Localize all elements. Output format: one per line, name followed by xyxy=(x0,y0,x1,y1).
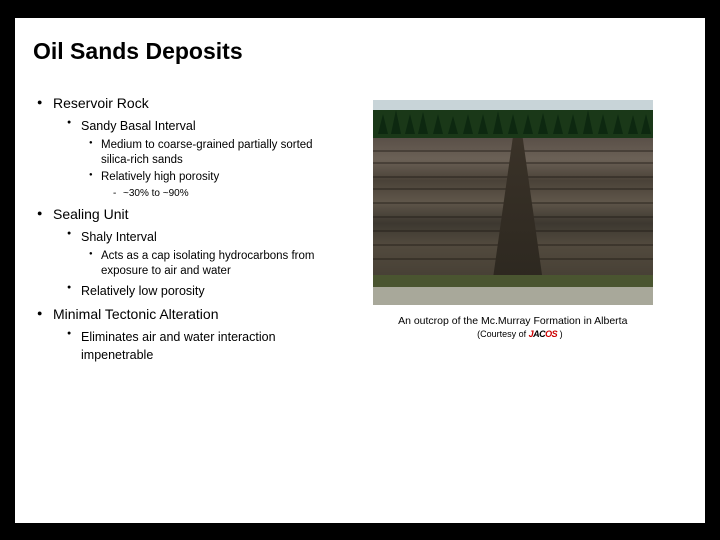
bullet-cap: Acts as a cap isolating hydrocarbons fro… xyxy=(101,249,338,279)
tectonic-label: Minimal Tectonic Alteration xyxy=(53,306,218,322)
porosity-high-text: Relatively high porosity xyxy=(101,171,219,183)
bullet-porosity-high: Relatively high porosity ~30% to ~90% xyxy=(101,170,338,200)
sealing-label: Sealing Unit xyxy=(53,206,129,222)
porosity-low-text: Relatively low porosity xyxy=(81,284,205,298)
eliminates-text: Eliminates air and water interaction imp… xyxy=(81,330,276,362)
bullet-porosity-low: Relatively low porosity xyxy=(81,282,338,300)
bullet-shaly: Shaly Interval Acts as a cap isolating h… xyxy=(81,228,338,279)
logo-ac: AC xyxy=(533,329,545,339)
bullet-eliminates: Eliminates air and water interaction imp… xyxy=(81,328,338,364)
content-area: Reservoir Rock Sandy Basal Interval Medi… xyxy=(33,95,687,370)
sandy-basal-label: Sandy Basal Interval xyxy=(81,119,196,133)
bullet-tectonic: Minimal Tectonic Alteration Eliminates a… xyxy=(53,306,338,364)
photo-courtesy: (Courtesy of JACOS ) xyxy=(353,329,687,339)
courtesy-suffix: ) xyxy=(560,329,563,339)
slide: Oil Sands Deposits Reservoir Rock Sandy … xyxy=(15,18,705,523)
bullet-sealing: Sealing Unit Shaly Interval Acts as a ca… xyxy=(53,206,338,300)
bullet-porosity-range: ~30% to ~90% xyxy=(123,187,338,200)
outcrop-photo xyxy=(373,100,653,305)
shaly-label: Shaly Interval xyxy=(81,230,157,244)
reservoir-label: Reservoir Rock xyxy=(53,95,149,111)
image-column: An outcrop of the Mc.Murray Formation in… xyxy=(353,95,687,370)
bullet-sandy-basal: Sandy Basal Interval Medium to coarse-gr… xyxy=(81,117,338,200)
bullet-grain: Medium to coarse-grained partially sorte… xyxy=(101,138,338,168)
slide-title: Oil Sands Deposits xyxy=(33,38,687,65)
bullet-reservoir: Reservoir Rock Sandy Basal Interval Medi… xyxy=(53,95,338,200)
photo-caption: An outcrop of the Mc.Murray Formation in… xyxy=(373,315,653,327)
jacos-logo: JACOS xyxy=(529,329,558,339)
bullet-column: Reservoir Rock Sandy Basal Interval Medi… xyxy=(33,95,338,370)
courtesy-prefix: (Courtesy of xyxy=(477,329,526,339)
logo-os: OS xyxy=(545,329,557,339)
